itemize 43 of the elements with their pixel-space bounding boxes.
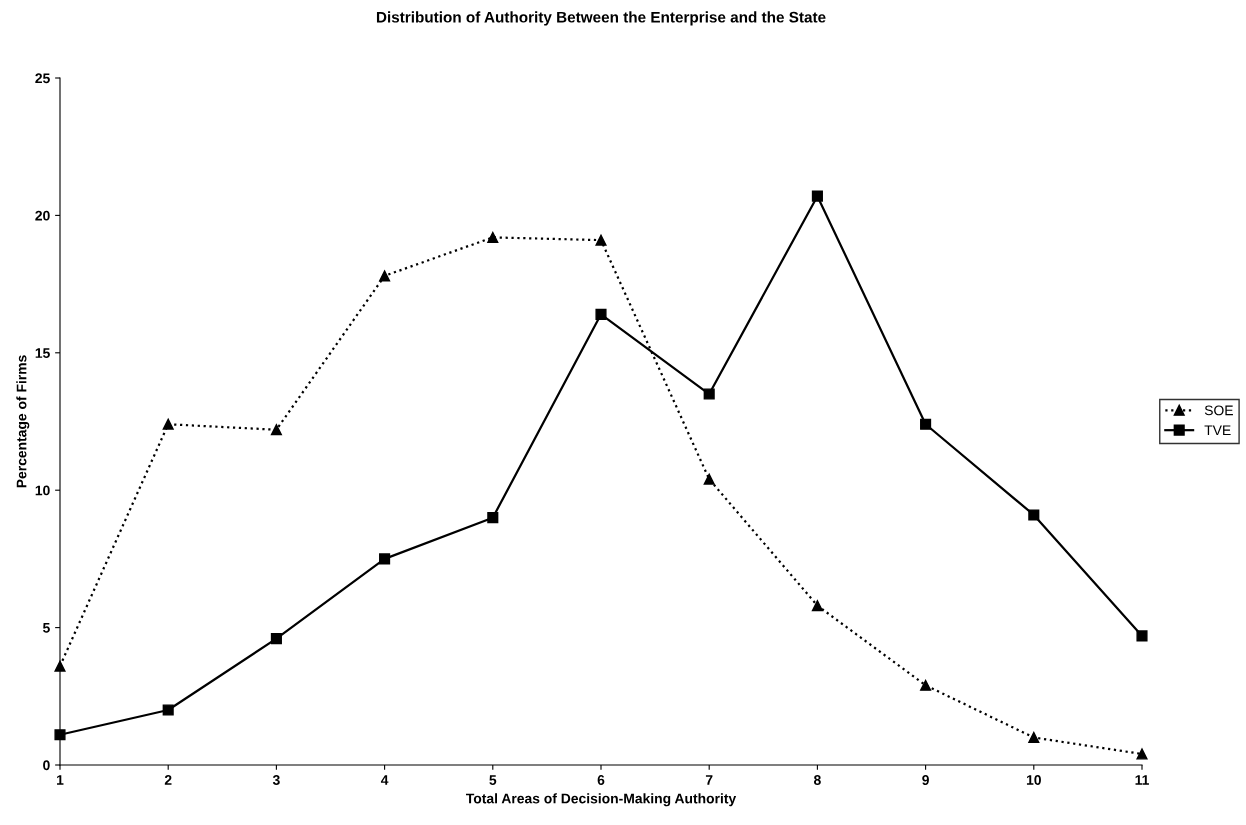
point: [379, 553, 391, 565]
x-tick-label: 11: [1135, 775, 1149, 785]
x-tick-label: 2: [164, 775, 172, 785]
y-tick-label: 15: [35, 348, 50, 358]
point: [379, 270, 391, 282]
x-tick-label: 7: [705, 775, 713, 785]
point: [1028, 731, 1040, 744]
y-tick-label: 5: [42, 623, 50, 633]
point: [1136, 748, 1148, 760]
point: [162, 418, 174, 430]
x-tick-label: 6: [597, 775, 605, 785]
point: [920, 679, 932, 691]
point: [595, 308, 607, 320]
point: [703, 388, 715, 400]
point: [487, 512, 499, 524]
x-tick-label: 10: [1026, 775, 1041, 785]
legend-label: TVE: [1204, 425, 1231, 436]
point: [54, 729, 66, 741]
point: [703, 473, 715, 485]
point: [1028, 509, 1040, 521]
y-axis-title: Percentage of Firms: [16, 355, 30, 488]
point: [270, 424, 282, 436]
point: [487, 231, 499, 243]
x-tick-label: 5: [489, 775, 497, 785]
point: [811, 600, 823, 612]
chart-title: Distribution of Authority Between the Enterprise and the State: [376, 11, 826, 26]
y-tick-label: 10: [35, 485, 50, 496]
x-tick-label: 9: [922, 775, 929, 785]
y-tick-label: 25: [35, 73, 50, 84]
x-tick-label: 8: [813, 775, 821, 785]
x-tick-label: 3: [272, 775, 280, 785]
x-tick-label: 1: [57, 775, 64, 785]
point: [1136, 630, 1148, 642]
point: [270, 633, 282, 645]
x-axis-title: Total Areas of Decision-Making Authority: [466, 793, 737, 807]
point: [162, 704, 174, 716]
x-tick-label: 4: [380, 775, 389, 785]
y-tick-label: 0: [43, 760, 50, 771]
point: [811, 190, 823, 202]
legend-label: SOE: [1204, 405, 1233, 416]
y-tick-label: 20: [35, 210, 50, 221]
point: [595, 234, 607, 246]
point: [920, 418, 932, 430]
